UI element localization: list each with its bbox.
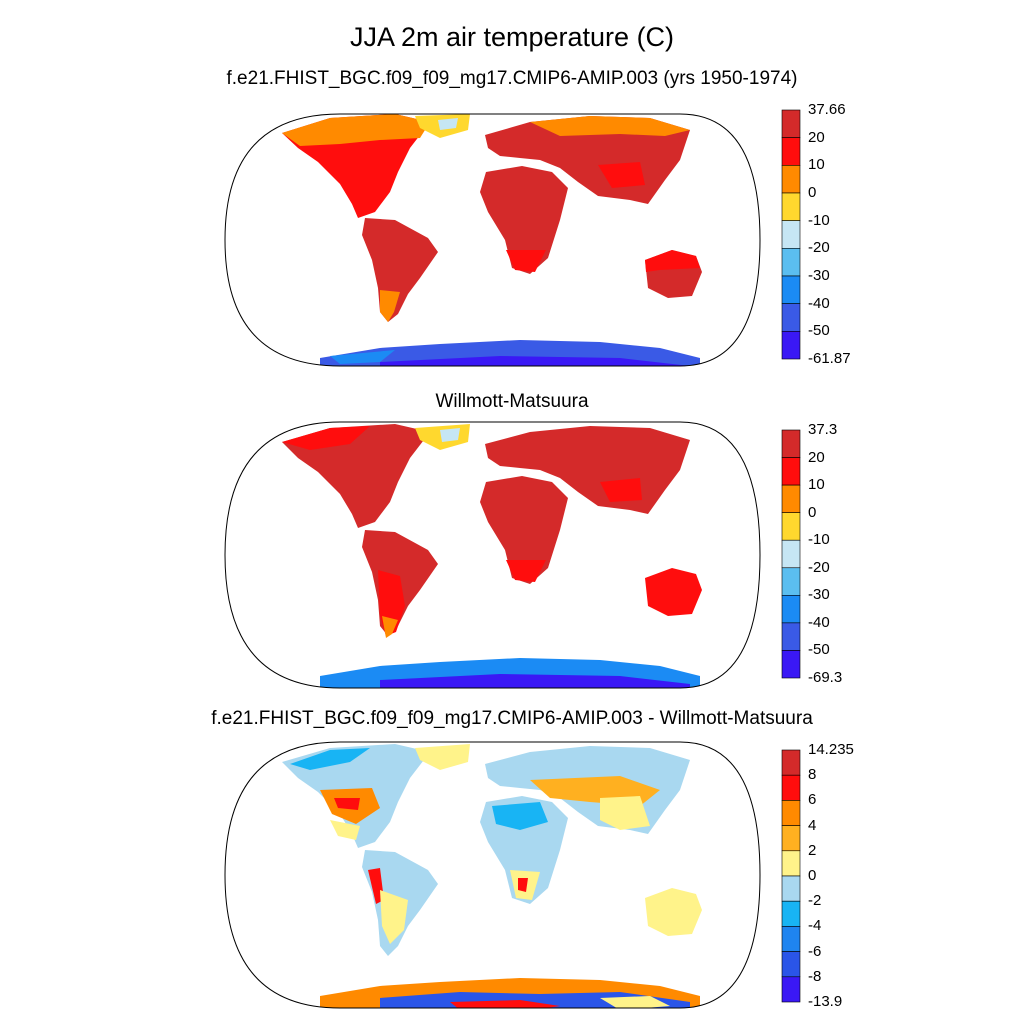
- colorbar-swatch: [781, 567, 801, 596]
- colorbar-tick-label: 8: [808, 766, 817, 784]
- colorbar-swatch: [781, 109, 801, 138]
- colorbar-swatch: [781, 303, 801, 332]
- colorbar-swatch: [781, 622, 801, 651]
- colorbar-difference: [781, 749, 801, 1003]
- colorbar-tick-label: 0: [808, 184, 817, 201]
- colorbar-swatch: [781, 220, 801, 249]
- colorbar-swatch: [781, 774, 801, 801]
- colorbar-tick-label: 0: [808, 503, 817, 521]
- colorbar-swatch: [781, 484, 801, 513]
- colorbar-swatch: [781, 275, 801, 304]
- colorbar-tick-label: -13.9: [808, 993, 843, 1010]
- colorbar-swatch: [781, 650, 801, 679]
- colorbar-swatch: [781, 539, 801, 569]
- colorbar-tick-label: -40: [808, 294, 830, 312]
- panel-title-difference: f.e21.FHIST_BGC.f09_f09_mg17.CMIP6-AMIP.…: [211, 708, 813, 729]
- colorbar-tick-label: -2: [808, 892, 822, 910]
- colorbar-tick-label: -30: [808, 267, 830, 284]
- map-panel-model: [224, 109, 801, 367]
- colorbar-tick-label: -50: [808, 322, 830, 340]
- colorbar-tick-label: 37.66: [808, 101, 846, 118]
- colorbar-tick-label: -69.3: [808, 669, 843, 686]
- colorbar-swatch: [781, 976, 801, 1003]
- colorbar-swatch: [781, 850, 801, 877]
- colorbar-tick-label: 0: [808, 867, 817, 884]
- colorbar-tick-label: 20: [808, 448, 825, 466]
- colorbar-tick-label: -20: [808, 239, 830, 257]
- colorbar-swatch: [781, 165, 801, 194]
- colorbar-tick-label: -61.87: [808, 350, 851, 367]
- colorbar-tick-label: 6: [808, 791, 817, 809]
- map-boundary-difference: [224, 741, 761, 1009]
- colorbar-swatch: [781, 192, 801, 221]
- colorbar-model: [781, 109, 801, 360]
- colorbar-tick-label: -6: [808, 942, 822, 960]
- map-boundary-model: [224, 113, 761, 367]
- colorbar-tick-label: -50: [808, 641, 830, 659]
- colorbar-swatch: [781, 926, 801, 952]
- figure-title: JJA 2m air temperature (C): [349, 22, 675, 52]
- colorbar-swatch: [781, 457, 801, 486]
- colorbar-tick-label: 4: [808, 816, 817, 834]
- colorbar-swatch: [781, 749, 801, 776]
- land-difference: [282, 744, 702, 1008]
- colorbar-observations: [781, 429, 801, 679]
- map-panel-difference: [224, 741, 801, 1009]
- panel-title-model: f.e21.FHIST_BGC.f09_f09_mg17.CMIP6-AMIP.…: [226, 68, 798, 89]
- colorbar-swatch: [781, 137, 801, 166]
- colorbar-swatch: [781, 800, 801, 826]
- panel-title-observations: Willmott-Matsuura: [435, 391, 589, 412]
- map-boundary-observations: [224, 421, 761, 689]
- colorbar-tick-label: 10: [808, 156, 825, 174]
- map-panel-observations: [224, 421, 801, 689]
- colorbar-swatch: [781, 248, 801, 277]
- colorbar-swatch: [781, 512, 801, 541]
- colorbar-tick-label: 2: [808, 841, 817, 859]
- colorbar-swatch: [781, 595, 801, 624]
- land-observations: [282, 424, 702, 688]
- colorbar-tick-label: -30: [808, 586, 830, 604]
- colorbar-tick-label: -8: [808, 967, 822, 985]
- colorbar-tick-label: -40: [808, 613, 830, 631]
- colorbar-tick-label: -10: [808, 211, 830, 229]
- colorbar-tick-label: 10: [808, 476, 825, 494]
- land-model: [282, 114, 702, 366]
- colorbar-tick-label: 20: [808, 128, 825, 146]
- colorbar-swatch: [781, 900, 801, 927]
- colorbar-tick-label: -10: [808, 531, 830, 549]
- colorbar-tick-label: -4: [808, 917, 822, 935]
- colorbar-swatch: [781, 331, 801, 360]
- colorbar-tick-label: -20: [808, 558, 830, 576]
- colorbar-tick-label: 37.3: [808, 421, 838, 438]
- colorbar-tick-label: 14.235: [808, 741, 854, 758]
- colorbar-swatch: [781, 825, 801, 852]
- colorbar-swatch: [781, 875, 801, 902]
- colorbar-swatch: [781, 951, 801, 978]
- colorbar-swatch: [781, 429, 801, 458]
